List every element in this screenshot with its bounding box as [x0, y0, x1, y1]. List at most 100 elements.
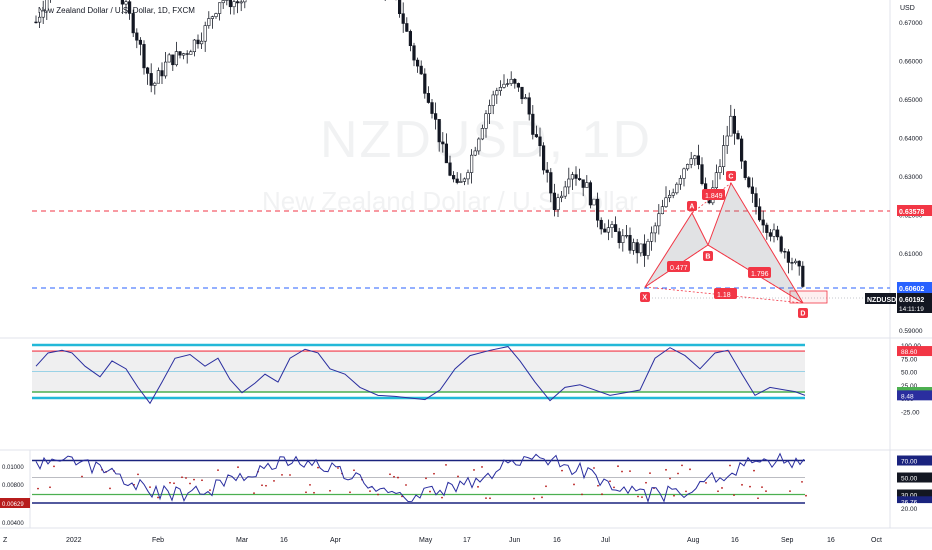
pattern-ratio: 1.849	[705, 193, 723, 200]
candle-body	[642, 243, 646, 256]
candle-body	[689, 158, 693, 165]
stoch-tick-label: 50.00	[901, 370, 918, 377]
atr-dot	[597, 484, 599, 487]
candle-body	[729, 115, 733, 137]
candle-body	[523, 97, 528, 100]
candle-body	[779, 236, 783, 252]
rsi-value-bg	[897, 472, 932, 483]
candle-body	[239, 1, 243, 4]
atr-dot	[253, 492, 255, 494]
atr-dot	[209, 489, 211, 492]
pattern-ratio: 1.18	[717, 292, 731, 299]
candle-body	[412, 45, 416, 61]
atr-dot	[649, 472, 651, 475]
candle-body	[171, 54, 175, 66]
candle-body	[768, 232, 772, 237]
candle-body	[498, 87, 503, 92]
candle-body	[218, 2, 222, 14]
atr-dot	[201, 479, 203, 482]
atr-dot	[733, 494, 735, 497]
candle-body	[146, 67, 150, 74]
candle-body	[646, 240, 650, 256]
atr-dot	[309, 483, 311, 486]
price-tick-label: 0.67000	[899, 20, 923, 27]
atr-dot	[629, 470, 631, 473]
candle-body	[495, 90, 499, 96]
last-price-label-bg	[897, 293, 932, 304]
candle-body	[462, 178, 467, 182]
candle-body	[721, 145, 726, 167]
atr-dot	[81, 475, 83, 478]
atr-dot	[473, 469, 475, 471]
candle-body	[228, 0, 233, 8]
candle-body	[621, 235, 625, 243]
atr-dot	[621, 470, 623, 473]
stoch-tick-label: -25.00	[901, 409, 920, 416]
candle-body	[156, 70, 161, 84]
atr-dot	[669, 477, 671, 480]
candle-body	[577, 178, 582, 181]
candle-body	[664, 197, 668, 207]
atr-dot	[613, 486, 615, 489]
candle-body	[243, 0, 247, 3]
rsi-line	[35, 452, 805, 504]
time-axis-label: Feb	[152, 537, 164, 544]
atr-dot	[541, 496, 543, 499]
atr-dot	[181, 476, 183, 479]
atr-dot	[441, 496, 443, 499]
candle-body	[182, 53, 186, 56]
time-axis-label: Sep	[781, 537, 794, 544]
atr-dot	[329, 489, 331, 492]
candle-body	[678, 178, 682, 185]
stoch-value-bg	[897, 390, 932, 401]
atr-dot	[681, 464, 683, 467]
symbol-badge: NZDUSD	[867, 297, 896, 304]
pattern-point-bg	[703, 251, 713, 261]
candle-body	[516, 83, 520, 88]
pattern-ratio: 0.477	[670, 265, 688, 272]
candle-body	[433, 113, 438, 120]
atr-dot	[313, 491, 315, 494]
candle-body	[653, 225, 657, 234]
atr-dot	[289, 474, 291, 476]
candle-body	[405, 23, 409, 32]
candle-body	[671, 192, 675, 196]
atr-dot	[109, 487, 111, 490]
candle-body	[128, 1, 132, 14]
price-tick-label: 0.64000	[899, 136, 923, 143]
atr-dot	[601, 493, 603, 496]
atr-dot	[53, 465, 55, 468]
candle-body	[667, 194, 672, 199]
time-axis-label: 17	[463, 537, 471, 544]
candle-body	[37, 16, 42, 23]
rsi-value-bg	[897, 496, 932, 507]
atr-dot	[369, 490, 371, 493]
candle-body	[786, 251, 790, 263]
candle-body	[628, 235, 632, 251]
time-axis-label: Mar	[236, 537, 249, 544]
pattern-point-bg	[726, 171, 736, 181]
candle-body	[174, 51, 179, 66]
pattern-xd-line	[644, 286, 804, 304]
candle-body	[617, 231, 621, 243]
candle-body	[437, 119, 441, 143]
candle-body	[502, 83, 506, 88]
candle-body	[203, 25, 207, 42]
atr-dot	[157, 496, 159, 499]
time-axis-z: Z	[3, 537, 8, 544]
time-axis-label: May	[419, 537, 433, 544]
candle-body	[480, 128, 485, 140]
atr-dot	[637, 495, 639, 498]
atr-dot	[801, 480, 803, 483]
rsi-value-label: 50.00	[901, 476, 918, 483]
atr-dot	[749, 485, 751, 488]
atr-dot	[481, 466, 483, 468]
atr-dot	[433, 472, 435, 475]
atr-dot	[237, 466, 239, 469]
candle-body	[415, 59, 420, 67]
candle-body	[793, 260, 798, 263]
atr-dot	[397, 476, 399, 479]
candle-body	[567, 178, 571, 188]
atr-dot	[37, 487, 39, 490]
